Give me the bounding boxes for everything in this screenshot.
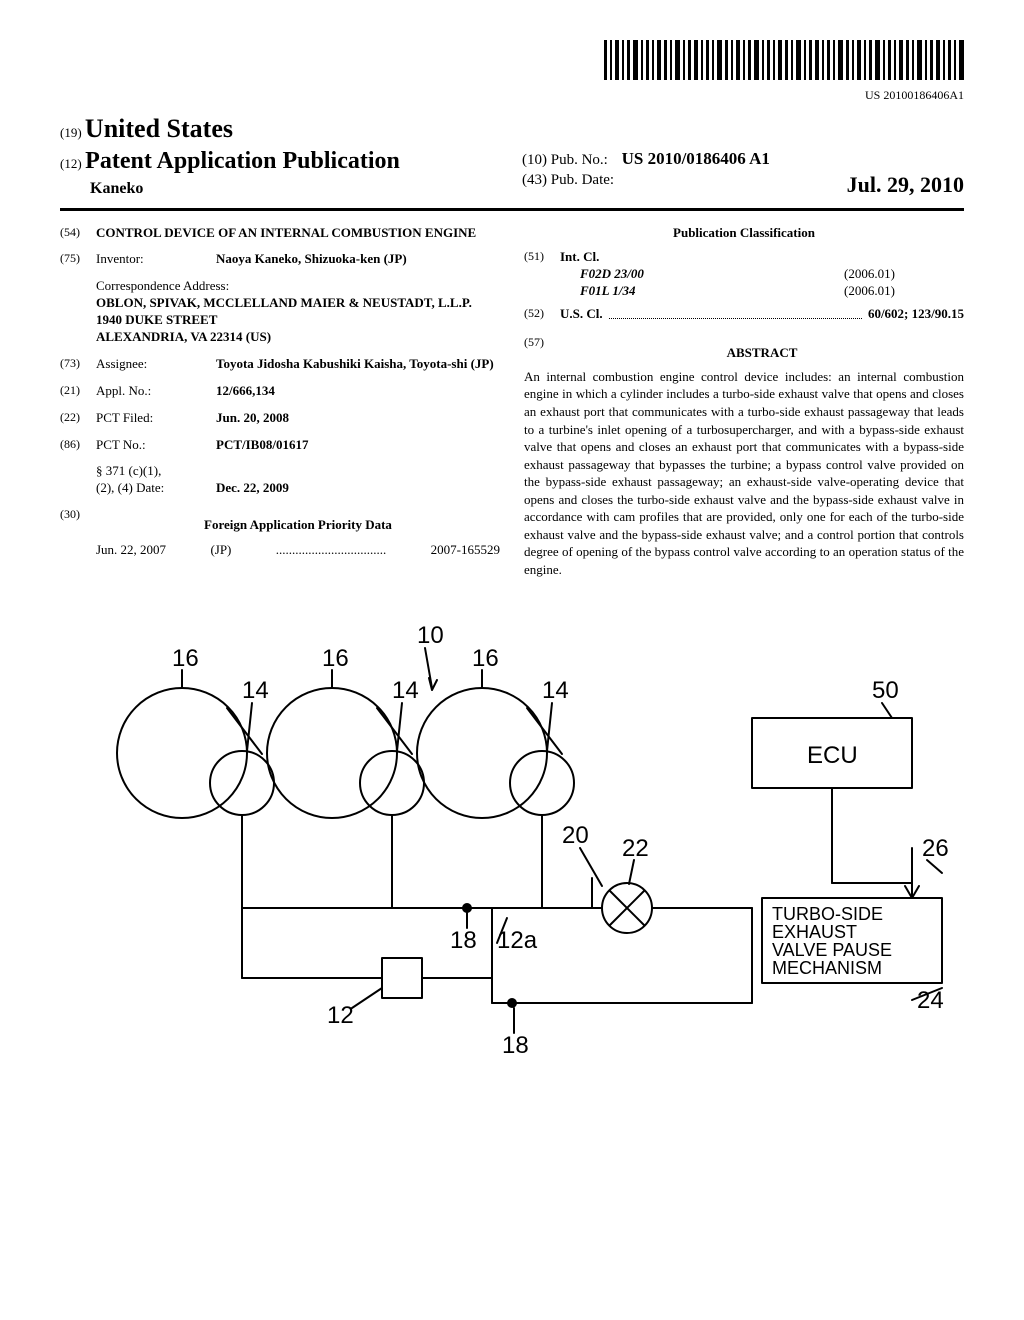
intcl-label: Int. Cl. bbox=[560, 249, 964, 266]
abstract-text: An internal combustion engine control de… bbox=[524, 368, 964, 579]
intcl-2: F01L 1/34 bbox=[560, 283, 844, 300]
ref-16-2: 16 bbox=[322, 645, 349, 672]
ref-18-1: 18 bbox=[450, 927, 477, 954]
figure-svg: 10 16 16 16 14 14 14 50 ECU 20 22 26 18 … bbox=[72, 608, 952, 1088]
figure: 10 16 16 16 14 14 14 50 ECU 20 22 26 18 … bbox=[60, 608, 964, 1088]
pub-no: US 2010/0186406 A1 bbox=[622, 149, 770, 168]
priority-num: 2007-165529 bbox=[431, 542, 500, 559]
title: CONTROL DEVICE OF AN INTERNAL COMBUSTION… bbox=[96, 225, 500, 242]
mech-line3: VALVE PAUSE bbox=[772, 940, 892, 960]
s371-label: § 371 (c)(1), bbox=[96, 463, 216, 480]
foreign-code: (30) bbox=[60, 507, 96, 540]
mech-line2: EXHAUST bbox=[772, 922, 857, 942]
corr-line1: OBLON, SPIVAK, MCCLELLAND MAIER & NEUSTA… bbox=[96, 295, 500, 312]
appl-label: Appl. No.: bbox=[96, 383, 216, 400]
barcode-area: US 20100186406A1 bbox=[60, 40, 964, 104]
ref-14-2: 14 bbox=[392, 677, 419, 704]
header: (19) United States (12) Patent Applicati… bbox=[60, 112, 964, 200]
appl-code: (21) bbox=[60, 383, 96, 400]
abstract-label: ABSTRACT bbox=[560, 345, 964, 362]
inventor-value: Naoya Kaneko, Shizuoka-ken (JP) bbox=[216, 251, 407, 266]
pub-type: Patent Application Publication bbox=[85, 148, 400, 174]
ref-26: 26 bbox=[922, 835, 949, 862]
pct-filed-code: (22) bbox=[60, 410, 96, 427]
ref-14-3: 14 bbox=[542, 677, 569, 704]
authority-code: (19) bbox=[60, 125, 82, 140]
pub-date-label: Pub. Date: bbox=[551, 172, 614, 188]
barcode-label: US 20100186406A1 bbox=[60, 88, 964, 104]
pub-no-label: Pub. No.: bbox=[551, 152, 608, 168]
pub-no-code: (10) bbox=[522, 152, 547, 168]
inventor-surname: Kaneko bbox=[60, 179, 502, 200]
title-code: (54) bbox=[60, 225, 96, 242]
class-title: Publication Classification bbox=[524, 225, 964, 242]
inventor-code: (75) bbox=[60, 251, 96, 268]
s371-spacer bbox=[60, 463, 96, 497]
pct-filed-value: Jun. 20, 2008 bbox=[216, 410, 500, 427]
ecu-label: ECU bbox=[807, 742, 858, 769]
assignee-value: Toyota Jidosha Kabushiki Kaisha, Toyota-… bbox=[216, 356, 494, 371]
s371-value: Dec. 22, 2009 bbox=[216, 480, 500, 497]
ref-16-1: 16 bbox=[172, 645, 199, 672]
intcl-code: (51) bbox=[524, 249, 560, 300]
inventor-label: Inventor: bbox=[96, 251, 216, 268]
header-left: (19) United States (12) Patent Applicati… bbox=[60, 112, 502, 200]
uscl-label: U.S. Cl. bbox=[560, 306, 603, 323]
pct-no-label: PCT No.: bbox=[96, 437, 216, 454]
corr-line3: ALEXANDRIA, VA 22314 (US) bbox=[96, 329, 500, 346]
intcl-2v: (2006.01) bbox=[844, 283, 964, 300]
ref-16-3: 16 bbox=[472, 645, 499, 672]
divider bbox=[60, 208, 964, 211]
ref-50: 50 bbox=[872, 677, 899, 704]
pct-no-value: PCT/IB08/01617 bbox=[216, 437, 500, 454]
ref-18-2: 18 bbox=[502, 1032, 529, 1059]
ref-12: 12 bbox=[327, 1002, 354, 1029]
priority-dots: .................................. bbox=[276, 542, 387, 559]
appl-value: 12/666,134 bbox=[216, 383, 500, 400]
pub-type-code: (12) bbox=[60, 156, 82, 171]
corr-line2: 1940 DUKE STREET bbox=[96, 312, 500, 329]
uscl-dots bbox=[609, 306, 862, 319]
pub-date: Jul. 29, 2010 bbox=[847, 171, 964, 200]
pub-date-code: (43) bbox=[522, 172, 547, 188]
mech-line1: TURBO-SIDE bbox=[772, 904, 883, 924]
assignee-code: (73) bbox=[60, 356, 96, 373]
mech-line4: MECHANISM bbox=[772, 958, 882, 978]
intcl-1: F02D 23/00 bbox=[560, 266, 844, 283]
corr-label: Correspondence Address: bbox=[96, 278, 500, 295]
priority-date: Jun. 22, 2007 bbox=[96, 542, 166, 559]
uscl-value: 60/602; 123/90.15 bbox=[868, 306, 964, 323]
ref-20: 20 bbox=[562, 822, 589, 849]
pct-no-code: (86) bbox=[60, 437, 96, 454]
left-column: (54) CONTROL DEVICE OF AN INTERNAL COMBU… bbox=[60, 225, 500, 579]
header-right: (10) Pub. No.: US 2010/0186406 A1 (43) P… bbox=[502, 148, 964, 199]
s371-label2: (2), (4) Date: bbox=[96, 480, 216, 497]
biblio-columns: (54) CONTROL DEVICE OF AN INTERNAL COMBU… bbox=[60, 225, 964, 579]
priority-country: (JP) bbox=[210, 542, 231, 559]
authority: United States bbox=[85, 114, 233, 143]
ref-24: 24 bbox=[917, 987, 944, 1014]
barcode-graphic bbox=[604, 40, 964, 80]
ref-10: 10 bbox=[417, 622, 444, 649]
intcl-1v: (2006.01) bbox=[844, 266, 964, 283]
assignee-label: Assignee: bbox=[96, 356, 216, 373]
ref-22: 22 bbox=[622, 835, 649, 862]
foreign-label: Foreign Application Priority Data bbox=[96, 517, 500, 534]
uscl-code: (52) bbox=[524, 306, 560, 323]
pct-filed-label: PCT Filed: bbox=[96, 410, 216, 427]
abstract-code: (57) bbox=[524, 335, 560, 368]
ref-12a: 12a bbox=[497, 927, 538, 954]
right-column: Publication Classification (51) Int. Cl.… bbox=[524, 225, 964, 579]
ref-14-1: 14 bbox=[242, 677, 269, 704]
